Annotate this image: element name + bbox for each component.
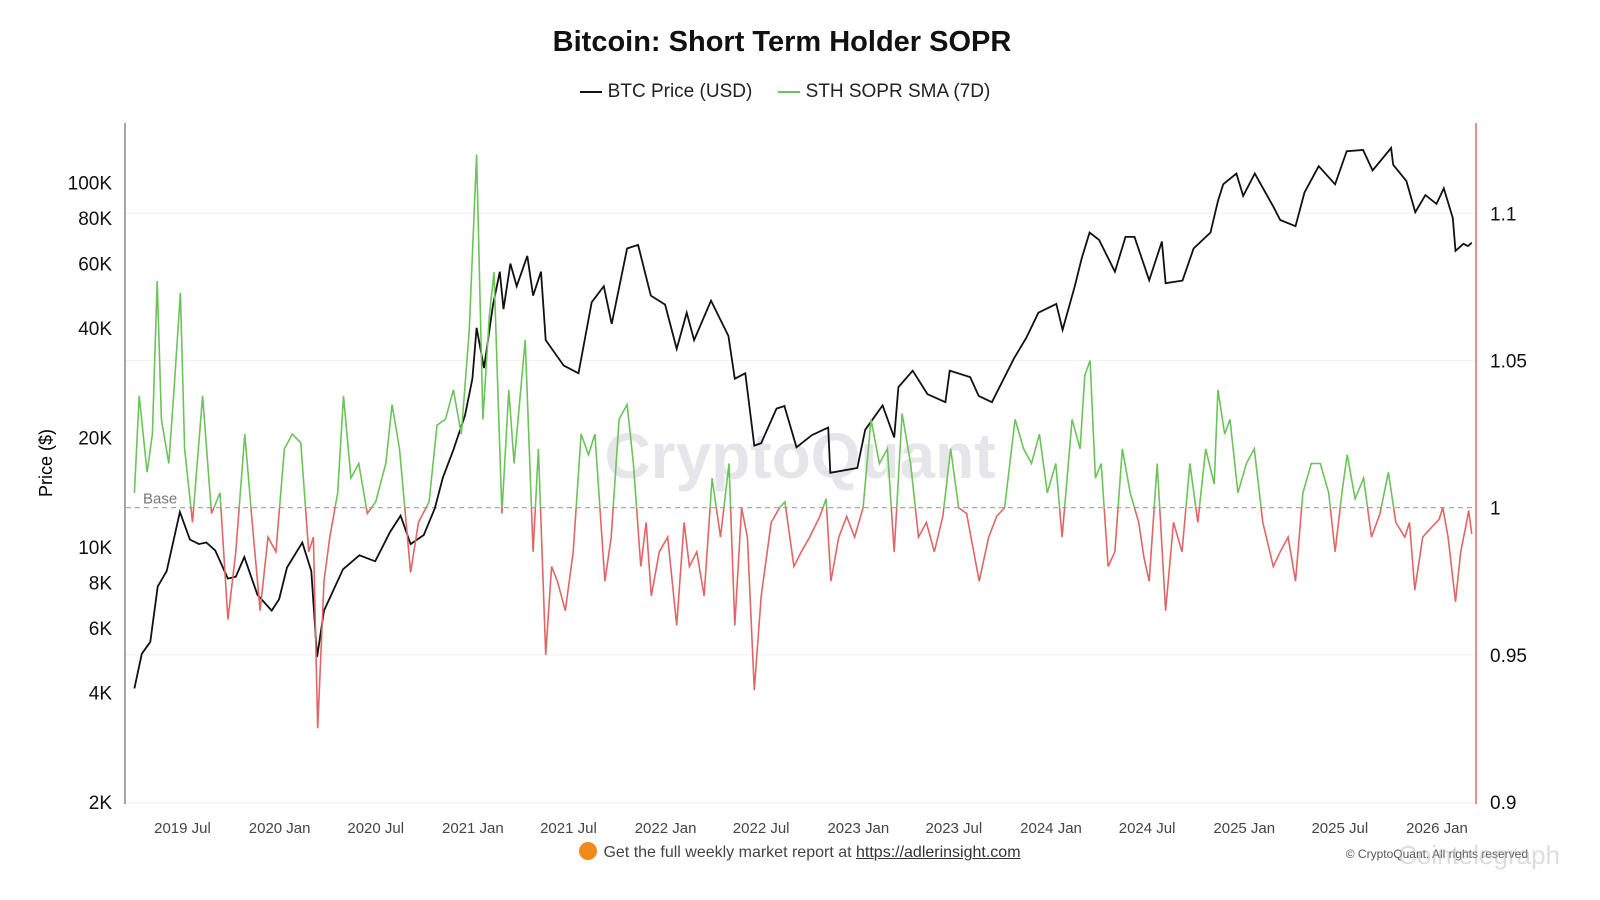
x-tick-label: 2022 Jul [733, 820, 790, 837]
right-tick-label: 1.05 [1490, 351, 1527, 372]
x-tick-label: 2023 Jul [926, 820, 983, 837]
left-tick-label: 100K [68, 174, 113, 195]
legend-item-btc-price[interactable]: BTC Price (USD) [579, 81, 753, 103]
left-tick-label: 60K [78, 255, 112, 276]
chart-title: Bitcoin: Short Term Holder SOPR [552, 26, 1012, 58]
sopr-line-above-base [133, 154, 1444, 508]
left-tick-label: 4K [89, 683, 113, 704]
left-tick-label: 8K [89, 574, 113, 595]
legend-item-sth-sopr[interactable]: STH SOPR SMA (7D) [777, 81, 991, 103]
right-tick-label: 1 [1490, 499, 1501, 520]
legend-label: BTC Price (USD) [607, 81, 753, 102]
x-tick-label: 2020 Jan [249, 820, 311, 837]
footer: Get the full weekly market report at htt… [0, 842, 1600, 862]
right-tick-label: 1.1 [1490, 204, 1516, 225]
left-tick-label: 10K [78, 538, 112, 559]
x-tick-label: 2024 Jul [1119, 820, 1176, 837]
axes: 1.1 1.05 1 0.95 0.9 100K 80K 60K 40K 20K 10K 8K 6K 4K… [68, 123, 1527, 837]
copyright: © CryptoQuant. All rights reserved [1345, 847, 1528, 861]
left-tick-label: 80K [78, 209, 112, 230]
base-label: Base [143, 491, 177, 508]
right-tick-label: 0.9 [1490, 793, 1516, 814]
left-tick-label: 2K [89, 793, 113, 814]
x-tick-label: 2025 Jul [1311, 820, 1368, 837]
x-tick-label: 2026 Jan [1406, 820, 1468, 837]
report-link[interactable]: https://adlerinsight.com [856, 844, 1021, 861]
orange-circle-icon [579, 842, 598, 860]
cointelegraph-watermark: Cointelegraph [1398, 840, 1560, 870]
y-axis-label-left: Price ($) [36, 429, 56, 497]
legend-swatch-sopr [777, 91, 800, 93]
x-tick-label: 2020 Jul [347, 820, 404, 837]
legend: BTC Price (USD) STH SOPR SMA (7D) [0, 77, 1570, 103]
footer-text: Get the full weekly market report at [603, 844, 856, 861]
x-tick-label: 2024 Jan [1020, 820, 1082, 837]
gridlines [126, 212, 1475, 656]
btc-price-line [133, 145, 1473, 689]
left-tick-label: 20K [78, 428, 112, 449]
x-tick-label: 2019 Jul [154, 820, 211, 837]
x-tick-label: 2025 Jan [1213, 820, 1275, 837]
x-tick-label: 2021 Jan [442, 820, 504, 837]
x-tick-label: 2022 Jan [635, 820, 697, 837]
x-tick-label: 2023 Jan [827, 820, 889, 837]
left-tick-label: 40K [78, 319, 112, 340]
sopr-line-below-base [190, 507, 1473, 729]
legend-swatch-price [579, 91, 602, 93]
x-tick-label: 2021 Jul [540, 820, 597, 837]
legend-label: STH SOPR SMA (7D) [805, 81, 991, 102]
watermark: CryptoQuant [604, 420, 995, 492]
left-tick-label: 6K [89, 619, 113, 640]
right-tick-label: 0.95 [1490, 646, 1527, 667]
